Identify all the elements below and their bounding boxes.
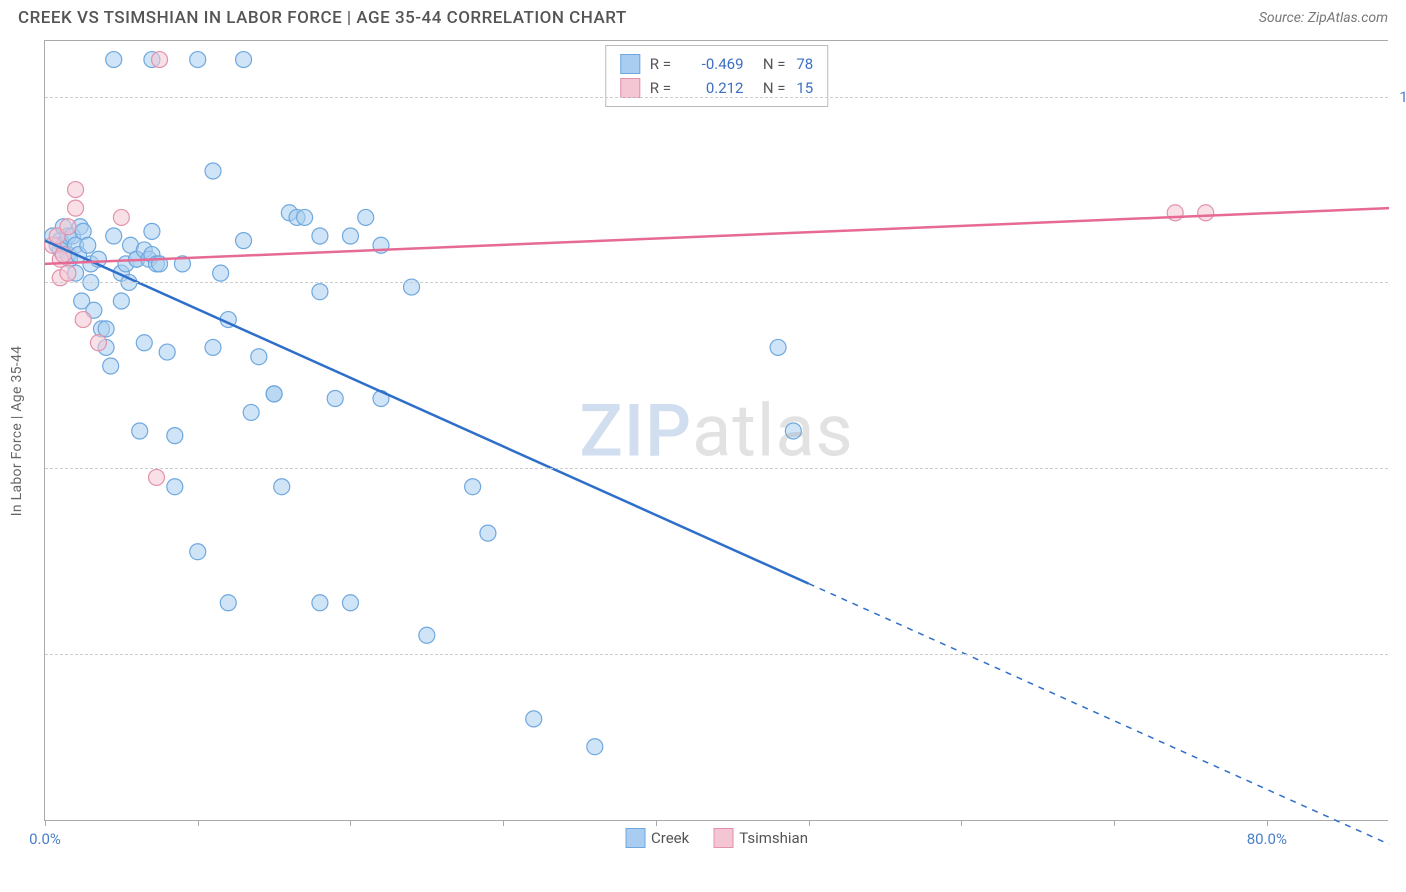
y-axis-title: In Labor Force | Age 35-44 [9,345,25,516]
x-tick [503,820,504,826]
legend-label: Creek [651,829,689,847]
scatter-point [419,627,435,643]
scatter-point [190,544,206,560]
trend-line-dashed [809,584,1389,845]
x-tick [961,820,962,826]
scatter-point [205,339,221,355]
x-tick [809,820,810,826]
plot-area: In Labor Force | Age 35-44 ZIPatlas R = … [44,41,1388,821]
x-tick [1267,820,1268,826]
scatter-point [152,52,168,68]
scatter-point [342,595,358,611]
scatter-point [167,428,183,444]
scatter-point [297,209,313,225]
chart-container: In Labor Force | Age 35-44 ZIPatlas R = … [44,40,1388,850]
scatter-point [148,469,164,485]
gridline [45,654,1388,655]
scatter-point [251,349,267,365]
scatter-point [480,525,496,541]
scatter-point [236,52,252,68]
scatter-point [312,595,328,611]
x-tick [45,820,46,826]
scatter-point [770,339,786,355]
x-tick [198,820,199,826]
scatter-point [312,284,328,300]
scatter-point [327,391,343,407]
scatter-point [159,344,175,360]
gridline [45,282,1388,283]
y-tick-label: 100.0% [1393,88,1406,106]
legend-swatch [620,54,640,74]
scatter-point [68,200,84,216]
scatter-point [1198,205,1214,221]
scatter-point [266,386,282,402]
scatter-point [587,739,603,755]
scatter-point [113,209,129,225]
scatter-point [113,293,129,309]
legend-swatch [625,828,645,848]
legend-row: R = -0.469N = 78 [620,52,813,76]
x-tick [656,820,657,826]
legend-bottom-item: Tsimshian [713,828,808,848]
scatter-point [132,423,148,439]
scatter-point [785,423,801,439]
scatter-point [60,219,76,235]
trend-line [45,241,809,584]
legend-bottom-item: Creek [625,828,689,848]
legend-text: R = -0.469N = 78 [650,55,813,73]
scatter-point [220,595,236,611]
scatter-point [243,404,259,420]
scatter-point [80,237,96,253]
gridline [45,468,1388,469]
y-tick-label: 40.0% [1393,645,1406,663]
scatter-point [465,479,481,495]
scatter-point [312,228,328,244]
legend-swatch [713,828,733,848]
scatter-point [136,335,152,351]
legend-text: R = 0.212N = 15 [650,79,813,97]
scatter-point [213,265,229,281]
scatter-point [167,479,183,495]
x-tick [1114,820,1115,826]
chart-header: CREEK VS TSIMSHIAN IN LABOR FORCE | AGE … [0,0,1406,34]
x-tick-label: 80.0% [1247,830,1287,848]
gridline [45,97,1388,98]
scatter-point [106,52,122,68]
scatter-point [205,163,221,179]
scatter-point [144,223,160,239]
scatter-point [90,335,106,351]
scatter-point [342,228,358,244]
scatter-point [526,711,542,727]
x-tick [350,820,351,826]
scatter-point [190,52,206,68]
legend-swatch [620,78,640,98]
legend-label: Tsimshian [739,829,808,847]
scatter-point [60,265,76,281]
scatter-point [236,233,252,249]
scatter-point [106,228,122,244]
y-tick-label: 80.0% [1393,273,1406,291]
scatter-point [103,358,119,374]
scatter-point [68,182,84,198]
y-tick-label: 60.0% [1393,459,1406,477]
series-legend: Creek Tsimshian [625,828,808,848]
x-tick-label: 0.0% [29,830,61,848]
chart-source: Source: ZipAtlas.com [1259,10,1388,26]
scatter-point [274,479,290,495]
chart-title: CREEK VS TSIMSHIAN IN LABOR FORCE | AGE … [18,8,627,28]
plot-svg [45,41,1388,820]
scatter-point [358,209,374,225]
scatter-point [75,312,91,328]
